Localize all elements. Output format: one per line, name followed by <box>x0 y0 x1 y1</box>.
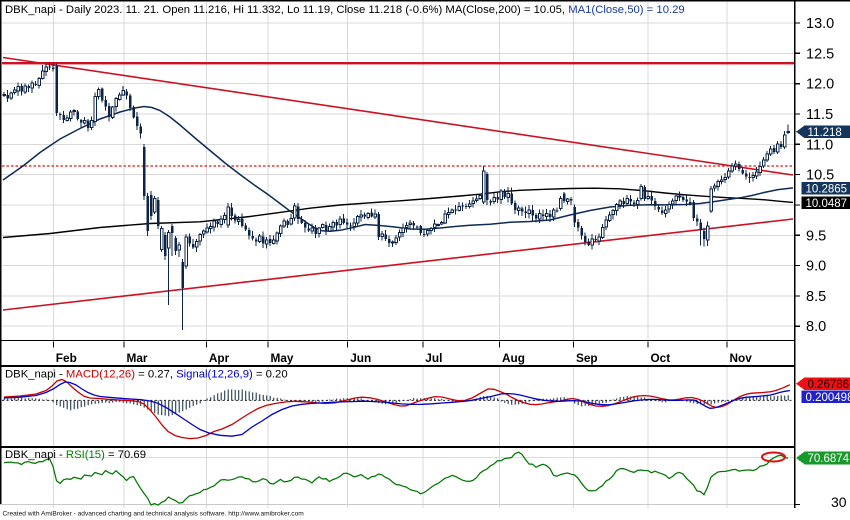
svg-text:0.26786: 0.26786 <box>808 379 850 391</box>
svg-text:10.5: 10.5 <box>806 168 834 184</box>
svg-text:Aug: Aug <box>502 351 525 365</box>
svg-text:11.5: 11.5 <box>806 107 833 123</box>
svg-text:Apr: Apr <box>209 351 230 365</box>
svg-text:Nov: Nov <box>730 351 753 365</box>
svg-text:8.5: 8.5 <box>806 289 826 305</box>
svg-text:12.5: 12.5 <box>806 46 834 62</box>
svg-text:8.0: 8.0 <box>806 319 826 335</box>
svg-text:DBK_napi - RSI(15) = 70.69: DBK_napi - RSI(15) = 70.69 <box>5 449 146 461</box>
svg-text:9.0: 9.0 <box>806 259 826 275</box>
svg-text:10.2865: 10.2865 <box>806 183 848 195</box>
svg-text:70.6874: 70.6874 <box>808 453 850 465</box>
svg-text:DBK_napi - Daily 2023. 11. 21.: DBK_napi - Daily 2023. 11. 21. Open 11.2… <box>5 4 685 16</box>
svg-text:Oct: Oct <box>651 351 671 365</box>
svg-text:12.0: 12.0 <box>806 77 834 93</box>
svg-text:May: May <box>271 351 294 365</box>
svg-text:DBK_napi - MACD(12,26) = 0.27,: DBK_napi - MACD(12,26) = 0.27, Signal(12… <box>5 369 288 381</box>
svg-text:10.0487: 10.0487 <box>806 198 848 210</box>
svg-text:Mar: Mar <box>127 351 148 365</box>
svg-text:Jul: Jul <box>425 351 442 365</box>
svg-text:Feb: Feb <box>56 351 77 365</box>
svg-text:30: 30 <box>831 494 847 510</box>
svg-text:0.200498: 0.200498 <box>806 392 850 404</box>
svg-text:13.0: 13.0 <box>806 16 834 32</box>
svg-text:11.0: 11.0 <box>806 137 833 153</box>
svg-text:Sep: Sep <box>576 351 598 365</box>
svg-text:9.5: 9.5 <box>806 228 826 244</box>
svg-text:Created with AmiBroker - advan: Created with AmiBroker - advanced charti… <box>3 511 305 518</box>
svg-text:Jun: Jun <box>350 351 371 365</box>
svg-text:11.218: 11.218 <box>808 127 842 139</box>
